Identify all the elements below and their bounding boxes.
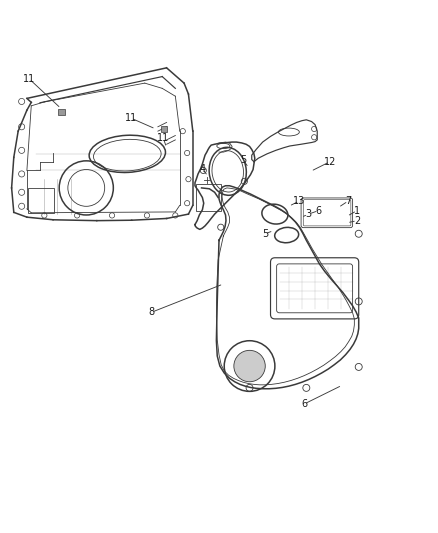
Text: 8: 8 — [148, 308, 154, 317]
FancyBboxPatch shape — [58, 109, 65, 116]
Text: 1: 1 — [354, 206, 360, 216]
Text: 2: 2 — [354, 216, 360, 225]
Text: 12: 12 — [324, 157, 336, 167]
Text: 5: 5 — [262, 229, 268, 239]
Text: 7: 7 — [345, 196, 351, 206]
Text: 6: 6 — [315, 206, 321, 216]
Text: 13: 13 — [293, 196, 305, 206]
Text: 4: 4 — [199, 164, 205, 174]
Text: 11: 11 — [23, 74, 35, 84]
Text: 6: 6 — [301, 399, 307, 409]
FancyBboxPatch shape — [161, 126, 167, 132]
Circle shape — [234, 350, 265, 382]
Text: 5: 5 — [240, 155, 246, 165]
Text: 11: 11 — [157, 133, 169, 143]
Text: 3: 3 — [305, 209, 311, 219]
Text: 11: 11 — [125, 113, 137, 123]
